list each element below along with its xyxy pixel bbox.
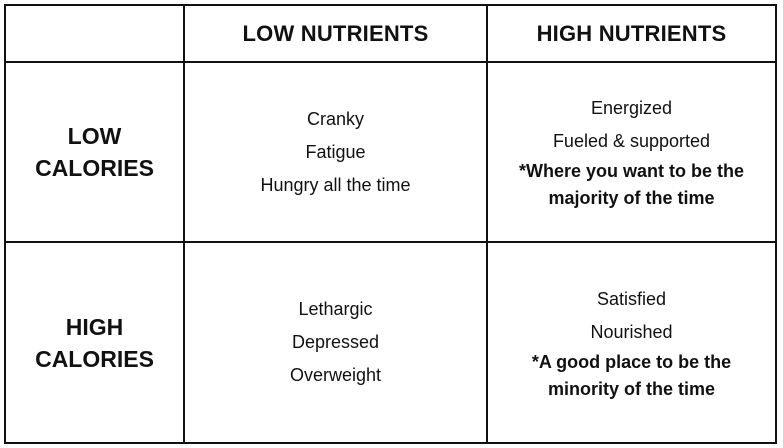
- list-item: Energized: [590, 98, 673, 118]
- list-item: Nourished: [590, 321, 673, 342]
- column-header-high-nutrients: HIGH NUTRIENTS: [488, 6, 775, 63]
- cell-low-calories-low-nutrients: Cranky Fatigue Hungry all the time: [185, 63, 488, 243]
- row-header-line: LOW: [67, 123, 122, 149]
- row-header-low-calories: LOW CALORIES: [6, 63, 185, 243]
- list-item: Depressed: [291, 332, 380, 352]
- list-item: Lethargic: [298, 299, 373, 319]
- corner-cell: [6, 6, 185, 63]
- cell-high-calories-high-nutrients: Satisfied Nourished *A good place to be …: [488, 243, 775, 442]
- note-line: *A good place to be the: [531, 351, 732, 372]
- calories-nutrients-matrix: LOW NUTRIENTS HIGH NUTRIENTS LOW CALORIE…: [4, 4, 777, 444]
- column-header-low-nutrients: LOW NUTRIENTS: [185, 6, 488, 63]
- list-item: Hungry all the time: [260, 174, 411, 195]
- list-item: Fueled & supported: [552, 131, 711, 151]
- note-line: minority of the time: [547, 378, 715, 399]
- row-header-high-calories: HIGH CALORIES: [6, 243, 185, 442]
- list-item: Fatigue: [305, 141, 366, 162]
- cell-note: *Where you want to be the majority of th…: [519, 158, 744, 212]
- note-line: majority of the time: [548, 188, 715, 208]
- list-item: Overweight: [289, 365, 382, 385]
- row-header-line: CALORIES: [35, 345, 154, 372]
- cell-low-calories-high-nutrients: Energized Fueled & supported *Where you …: [488, 63, 775, 243]
- note-line: *Where you want to be the: [518, 161, 745, 181]
- list-item: Cranky: [306, 108, 364, 129]
- row-header-line: CALORIES: [35, 155, 154, 181]
- row-header-line: HIGH: [65, 313, 124, 340]
- list-item: Satisfied: [596, 288, 667, 309]
- cell-note: *A good place to be the minority of the …: [532, 349, 731, 403]
- cell-high-calories-low-nutrients: Lethargic Depressed Overweight: [185, 243, 488, 442]
